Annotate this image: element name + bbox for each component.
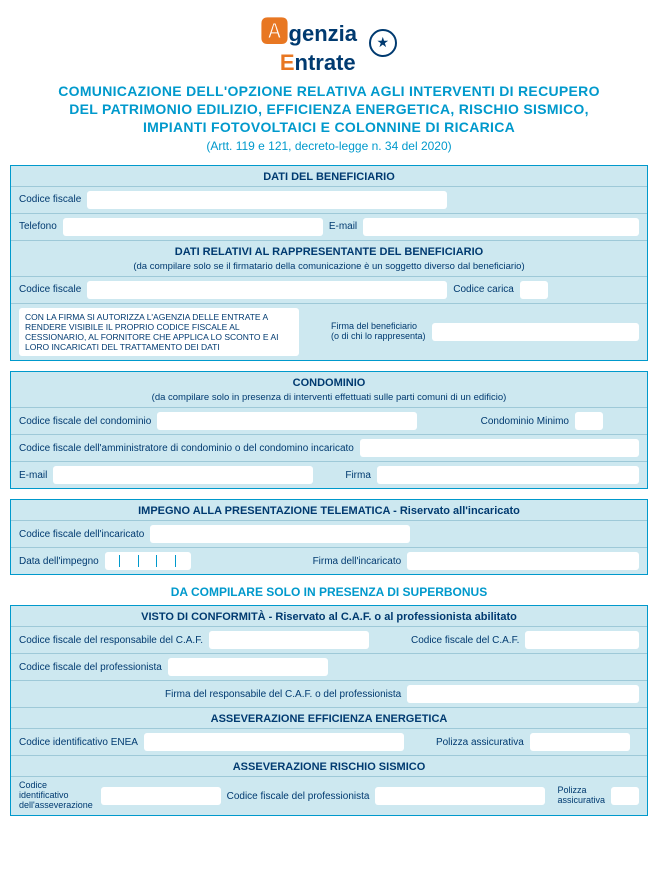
label-email-cond: E-mail: [19, 470, 47, 481]
input-cod-id-assev[interactable]: [101, 787, 221, 805]
label-firma-beneficiario: Firma del beneficiario (o di chi lo rapp…: [331, 322, 426, 342]
label-firma-resp: Firma del responsabile del C.A.F. o del …: [165, 689, 401, 700]
input-data-impegno[interactable]: [105, 552, 191, 570]
input-email[interactable]: [363, 218, 639, 236]
section-sub: (da compilare solo in presenza di interv…: [11, 392, 647, 407]
input-polizza-sismico[interactable]: [611, 787, 639, 805]
label-cf-professionista: Codice fiscale del professionista: [19, 662, 162, 673]
label-cf-caf: Codice fiscale del C.A.F.: [411, 635, 519, 646]
section-title: CONDOMINIO: [11, 372, 647, 392]
input-cf-rappresentante[interactable]: [87, 281, 447, 299]
section-title: IMPEGNO ALLA PRESENTAZIONE TELEMATICA - …: [11, 500, 647, 520]
label-cod-id-assev: Codice identificativo dell'asseverazione: [19, 781, 95, 811]
section-title-rappresentante: DATI RELATIVI AL RAPPRESENTANTE DEL BENE…: [11, 240, 647, 261]
label-cf-amministratore: Codice fiscale dell'amministratore di co…: [19, 443, 354, 454]
label-telefono: Telefono: [19, 221, 57, 232]
authorization-text: CON LA FIRMA SI AUTORIZZA L'AGENZIA DELL…: [19, 308, 299, 357]
label-firma-incaricato: Firma dell'incaricato: [313, 556, 402, 567]
label-email: E-mail: [329, 221, 357, 232]
section-sub-rappresentante: (da compilare solo se il firmatario dell…: [11, 261, 647, 276]
section-visto-asseverazioni: VISTO DI CONFORMITÀ - Riservato al C.A.F…: [10, 605, 648, 816]
input-cf-amministratore[interactable]: [360, 439, 639, 457]
input-codice-carica[interactable]: [520, 281, 548, 299]
section-title-sismico: ASSEVERAZIONE RISCHIO SISMICO: [11, 755, 647, 776]
input-firma-incaricato[interactable]: [407, 552, 639, 570]
input-polizza-en[interactable]: [530, 733, 630, 751]
input-telefono[interactable]: [63, 218, 323, 236]
input-firma-cond[interactable]: [377, 466, 639, 484]
label-cf-rappresentante: Codice fiscale: [19, 284, 81, 295]
input-condominio-minimo[interactable]: [575, 412, 603, 430]
label-firma-cond: Firma: [345, 470, 371, 481]
input-cf-caf[interactable]: [525, 631, 639, 649]
superbonus-heading: DA COMPILARE SOLO IN PRESENZA DI SUPERBO…: [10, 585, 648, 599]
republic-emblem-icon: [369, 29, 397, 57]
label-codice-carica: Codice carica: [453, 284, 514, 295]
label-cf-resp-caf: Codice fiscale del responsabile del C.A.…: [19, 635, 203, 646]
input-codice-fiscale[interactable]: [87, 191, 447, 209]
subtitle: (Artt. 119 e 121, decreto-legge n. 34 de…: [10, 139, 648, 153]
label-polizza-en: Polizza assicurativa: [436, 737, 524, 748]
agenzia-entrate-logo: 🅰genzia Entrate: [261, 10, 357, 76]
section-condominio: CONDOMINIO (da compilare solo in presenz…: [10, 371, 648, 489]
header-logo: 🅰genzia Entrate: [10, 10, 648, 76]
input-firma-resp[interactable]: [407, 685, 639, 703]
input-cf-resp-caf[interactable]: [209, 631, 369, 649]
label-polizza-sismico: Polizza assicurativa: [557, 786, 605, 806]
input-cf-professionista[interactable]: [168, 658, 328, 676]
main-title: COMUNICAZIONE DELL'OPZIONE RELATIVA AGLI…: [40, 82, 618, 137]
label-condominio-minimo: Condominio Minimo: [481, 416, 569, 427]
section-title: DATI DEL BENEFICIARIO: [11, 166, 647, 186]
label-cod-enea: Codice identificativo ENEA: [19, 737, 138, 748]
label-data-impegno: Data dell'impegno: [19, 556, 99, 567]
label-cf-incaricato: Codice fiscale dell'incaricato: [19, 529, 144, 540]
label-codice-fiscale: Codice fiscale: [19, 194, 81, 205]
input-cf-prof-sismico[interactable]: [375, 787, 545, 805]
input-cf-incaricato[interactable]: [150, 525, 410, 543]
input-cf-condominio[interactable]: [157, 412, 417, 430]
input-firma-beneficiario[interactable]: [432, 323, 639, 341]
section-title: VISTO DI CONFORMITÀ - Riservato al C.A.F…: [11, 606, 647, 626]
section-impegno: IMPEGNO ALLA PRESENTAZIONE TELEMATICA - …: [10, 499, 648, 575]
label-cf-prof-sismico: Codice fiscale del professionista: [227, 791, 370, 802]
label-cf-condominio: Codice fiscale del condominio: [19, 416, 151, 427]
input-email-cond[interactable]: [53, 466, 313, 484]
input-cod-enea[interactable]: [144, 733, 404, 751]
section-beneficiario: DATI DEL BENEFICIARIO Codice fiscale Tel…: [10, 165, 648, 362]
section-title-energetica: ASSEVERAZIONE EFFICIENZA ENERGETICA: [11, 707, 647, 728]
